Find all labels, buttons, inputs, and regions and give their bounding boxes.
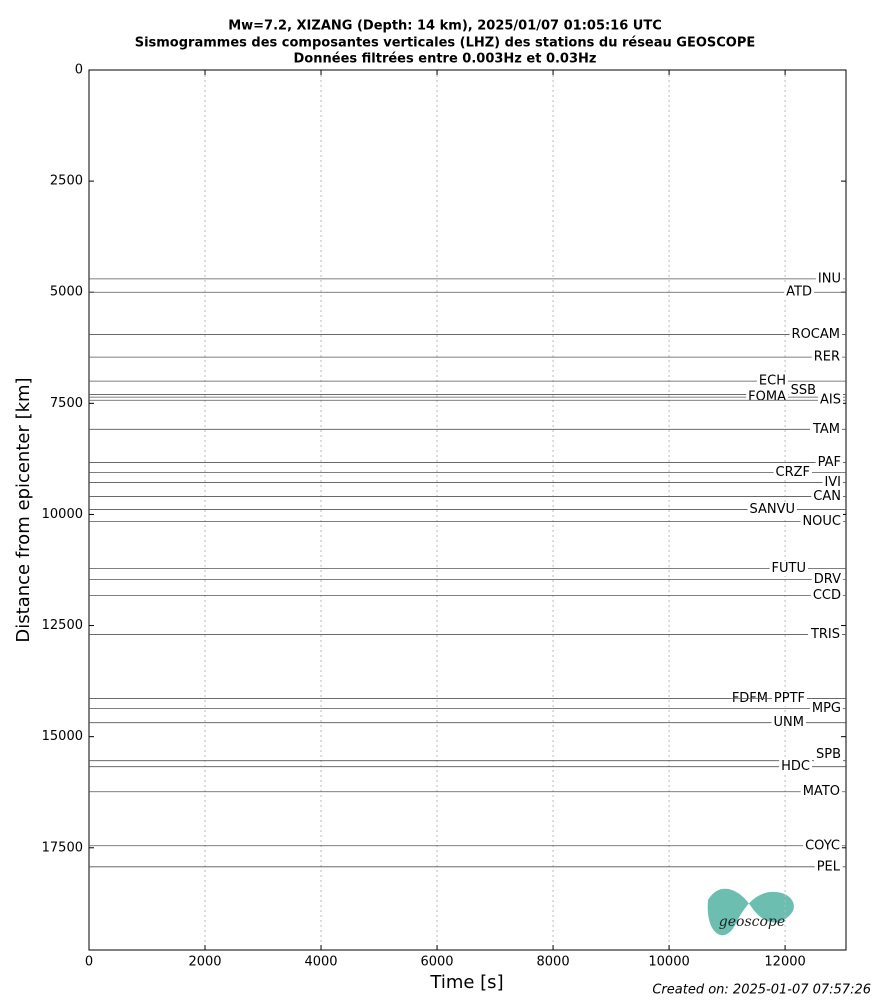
station-label: COYC [805, 838, 840, 853]
station-label: ROCAM [792, 327, 840, 342]
station-label: HDC [781, 759, 810, 774]
x-tick-label: 0 [85, 955, 93, 970]
chart-title: Mw=7.2, XIZANG (Depth: 14 km), 2025/01/0… [228, 19, 662, 34]
label-background [803, 838, 842, 854]
x-tick-label: 8000 [537, 955, 570, 970]
label-background [771, 691, 807, 707]
station-label: SPB [816, 747, 841, 762]
label-background [789, 326, 842, 342]
station-label: MPG [812, 701, 841, 716]
x-tick-label: 12000 [764, 955, 805, 970]
logo: geoscope [707, 888, 794, 936]
y-tick-label: 2500 [50, 174, 83, 189]
label-background [810, 588, 843, 604]
label-background [811, 488, 843, 504]
x-tick-label: 6000 [420, 955, 453, 970]
created-note: Created on: 2025-01-07 07:57:26 [652, 983, 871, 998]
station-label: DRV [814, 572, 841, 587]
y-tick-label: 15000 [42, 729, 83, 744]
label-background [815, 454, 843, 470]
plot-frame [88, 69, 847, 951]
label-background [788, 382, 818, 398]
station-label: CAN [813, 489, 841, 504]
label-background [800, 784, 842, 800]
station-label: RER [814, 350, 840, 365]
station-label: SANVU [749, 502, 795, 517]
station-label: TRIS [810, 627, 840, 642]
y-tick-label: 12500 [42, 618, 83, 633]
label-background [771, 715, 806, 731]
label-background [800, 513, 843, 529]
x-tick-label: 4000 [304, 955, 337, 970]
x-tick-label: 2000 [188, 955, 221, 970]
y-axis-label: Distance from epicenter [km] [13, 377, 34, 642]
station-label: ECH [759, 374, 786, 389]
label-background [809, 421, 842, 437]
station-label: FUTU [772, 561, 806, 576]
station-label: SSB [791, 383, 816, 398]
label-background [813, 747, 843, 763]
chart-subtitle: Données filtrées entre 0.003Hz et 0.03Hz [294, 52, 597, 67]
station-label: ATD [786, 285, 812, 300]
station-label: FOMA [748, 390, 786, 405]
y-tick-label: 5000 [50, 285, 83, 300]
label-background [784, 284, 814, 300]
label-background [779, 759, 812, 775]
station-label: PPTF [774, 691, 805, 706]
chart-subtitle: Sismogrammes des composantes verticales … [135, 36, 756, 51]
logo-shape [707, 888, 794, 936]
station-label: AIS [820, 393, 841, 408]
station-label: NOUC [802, 514, 841, 529]
label-background [815, 271, 843, 287]
x-axis-label: Time [s] [429, 972, 503, 993]
station-label: CRZF [776, 465, 811, 480]
label-background [746, 389, 789, 405]
station-label: CCD [813, 588, 841, 603]
label-background [822, 474, 843, 490]
station-label: UNM [774, 715, 804, 730]
label-background [773, 464, 812, 480]
station-label: TAM [812, 422, 840, 437]
y-tick-label: 7500 [50, 396, 83, 411]
station-label: IVI [824, 475, 841, 490]
y-tick-label: 17500 [42, 840, 83, 855]
station-label: PAF [818, 455, 841, 470]
station-label: PEL [817, 859, 841, 874]
label-background [747, 501, 797, 517]
label-background [769, 560, 808, 576]
station-label: INU [818, 271, 841, 286]
x-tick-label: 10000 [648, 955, 689, 970]
label-background [756, 373, 788, 389]
y-tick-label: 0 [75, 63, 83, 78]
label-background [811, 572, 844, 588]
label-background [811, 349, 842, 365]
y-tick-label: 10000 [42, 507, 83, 522]
station-label: MATO [803, 784, 840, 799]
label-background [807, 627, 842, 643]
label-background [814, 859, 843, 875]
logo-text: geoscope [719, 914, 785, 930]
label-background [809, 701, 843, 717]
label-background [818, 392, 843, 408]
